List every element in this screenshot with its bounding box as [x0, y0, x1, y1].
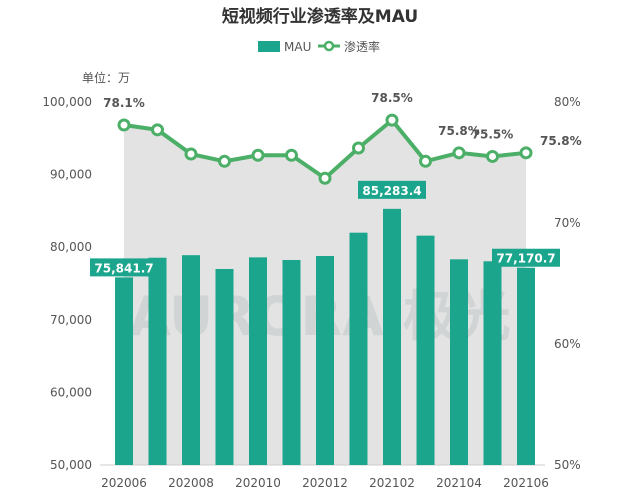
y-right-tick: 80% [554, 95, 581, 109]
penetration-point [117, 118, 131, 132]
bar-mau [282, 259, 301, 465]
bar-data-label: 77,170.7 [496, 252, 555, 266]
bar-mau [182, 255, 200, 465]
x-tick: 202010 [235, 476, 281, 490]
line-data-label: 75.8% [540, 134, 582, 148]
x-tick: 202008 [168, 476, 214, 490]
y-left-tick: 50,000 [50, 458, 92, 472]
y-left-tick: 90,000 [50, 168, 92, 182]
penetration-point [385, 113, 399, 127]
y-left-tick: 60,000 [50, 385, 92, 399]
bar-mau [517, 267, 535, 465]
penetration-point [419, 154, 432, 168]
legend-label-penetration: 渗透率 [344, 39, 380, 54]
bar-data-label-bg [90, 258, 158, 277]
line-data-label: 75.8% [438, 124, 480, 138]
bar-mau [416, 235, 435, 465]
legend: MAU 渗透率 [258, 39, 380, 54]
x-tick: 202106 [503, 476, 549, 490]
y-right-tick: 60% [554, 337, 581, 351]
penetration-point [519, 146, 533, 160]
bar-mau [115, 277, 133, 465]
bar-data-label: 75,841.7 [94, 261, 153, 275]
penetration-point [352, 141, 365, 155]
penetration-point [251, 148, 265, 162]
bar-mau [383, 208, 401, 465]
bar-mau [483, 261, 502, 465]
x-tick: 202006 [101, 476, 147, 490]
x-tick: 202102 [369, 476, 415, 490]
line-data-label: 75.5% [472, 127, 514, 141]
bar-mau [349, 232, 368, 465]
bar-mau [148, 257, 167, 465]
line-data-label: 78.5% [371, 91, 413, 105]
legend-swatch-mau [258, 41, 280, 52]
penetration-point [318, 171, 332, 185]
penetration-point [218, 154, 231, 168]
bar-mau [316, 255, 334, 465]
bar-data-label: 85,283.4 [362, 184, 421, 198]
penetration-point [184, 147, 198, 161]
penetration-point [285, 148, 298, 162]
chart-title: 短视频行业渗透率及MAU [222, 6, 418, 27]
bar-mau [215, 268, 234, 465]
bar-mau [450, 259, 468, 465]
y-right-tick: 50% [554, 458, 581, 472]
x-tick: 202104 [436, 476, 482, 490]
x-tick: 202012 [302, 476, 348, 490]
bar-data-label-bg [492, 248, 560, 267]
bar-mau [249, 257, 267, 465]
bar-data-label-bg [358, 180, 426, 199]
penetration-point [452, 146, 466, 160]
penetration-point [151, 123, 164, 137]
y-right-tick: 70% [554, 216, 581, 230]
y-left-tick: 80,000 [50, 240, 92, 254]
legend-label-mau: MAU [284, 40, 311, 54]
y-left-tick: 100,000 [42, 95, 92, 109]
line-data-label: 78.1% [103, 96, 145, 110]
legend-marker-penetration [323, 40, 335, 52]
y-left-tick: 70,000 [50, 313, 92, 327]
unit-label: 单位：万 [82, 70, 130, 85]
penetration-point [486, 149, 499, 163]
